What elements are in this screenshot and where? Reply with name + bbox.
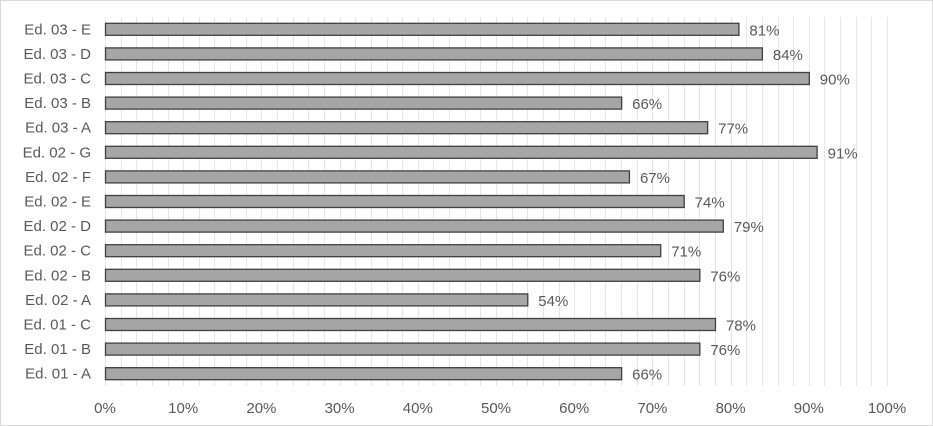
category-label: Ed. 03 - E (24, 21, 91, 38)
bar (104, 268, 701, 282)
bar (104, 170, 631, 184)
category-label: Ed. 03 - C (23, 71, 91, 88)
x-tick-label: 30% (325, 400, 355, 417)
category-label: Ed. 02 - C (23, 243, 91, 260)
data-label: 76% (710, 268, 740, 285)
data-label: 78% (726, 318, 756, 335)
category-label: Ed. 03 - B (24, 95, 91, 112)
data-label: 81% (749, 22, 779, 39)
data-label: 66% (632, 367, 662, 384)
bar (104, 96, 623, 110)
data-label: 71% (671, 244, 701, 261)
category-label: Ed. 02 - E (24, 194, 91, 211)
category-label: Ed. 02 - B (24, 267, 91, 284)
data-label: 66% (632, 96, 662, 113)
bar (104, 293, 529, 307)
x-tick-label: 20% (246, 400, 276, 417)
data-label: 67% (640, 170, 670, 187)
category-label: Ed. 03 - D (23, 46, 91, 63)
bar (104, 71, 810, 86)
data-label: 79% (734, 219, 764, 236)
x-tick-label: 0% (94, 400, 116, 417)
data-label: 54% (538, 293, 568, 310)
data-label: 91% (828, 145, 858, 162)
data-label: 84% (773, 47, 803, 64)
bar (104, 194, 685, 209)
bar (104, 22, 740, 36)
x-tick-label: 80% (716, 400, 746, 417)
x-tick-label: 50% (481, 400, 511, 417)
bar (104, 367, 623, 381)
bar (104, 317, 717, 332)
category-label: Ed. 03 - A (25, 120, 91, 137)
x-tick-label: 60% (559, 400, 589, 417)
category-label: Ed. 02 - D (23, 218, 91, 235)
x-tick-label: 90% (794, 400, 824, 417)
bar (104, 219, 724, 233)
data-label: 76% (710, 342, 740, 359)
category-label: Ed. 02 - G (23, 144, 91, 161)
bar (104, 342, 701, 356)
bar (104, 145, 818, 159)
category-label: Ed. 01 - C (23, 317, 91, 334)
x-tick-label: 70% (637, 400, 667, 417)
x-tick-label: 40% (403, 400, 433, 417)
bar (104, 47, 764, 61)
category-label: Ed. 01 - A (25, 366, 91, 383)
data-label: 90% (820, 72, 850, 89)
x-tick-label: 100% (868, 400, 906, 417)
data-label: 74% (695, 195, 725, 212)
x-tick-label: 10% (168, 400, 198, 417)
bar (104, 121, 709, 135)
data-label: 77% (718, 121, 748, 138)
bar (104, 244, 662, 258)
category-label: Ed. 02 - A (25, 292, 91, 309)
category-label: Ed. 02 - F (25, 169, 91, 186)
category-label: Ed. 01 - B (24, 341, 91, 358)
